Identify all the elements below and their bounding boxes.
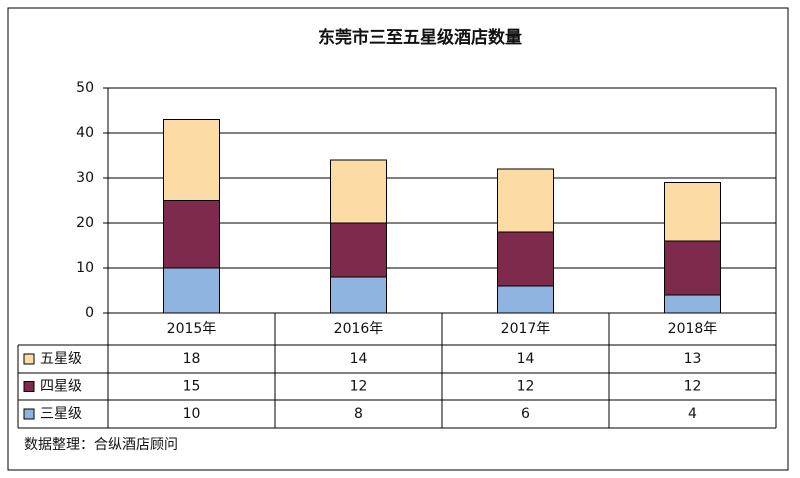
- bar-segment: [330, 159, 387, 224]
- y-tick-label: 10: [76, 260, 94, 276]
- bar-segment: [497, 285, 554, 314]
- table-value: 12: [684, 379, 702, 395]
- table-value: 6: [521, 406, 530, 422]
- bar-segment: [664, 294, 721, 314]
- bar-segment: [497, 231, 554, 287]
- x-tick-label: 2016年: [334, 321, 384, 337]
- legend-label: 五星级: [40, 351, 82, 367]
- bar-segment: [664, 240, 721, 296]
- legend-swatch: [23, 408, 35, 420]
- y-tick-label: 30: [76, 170, 94, 186]
- table-value: 18: [183, 351, 201, 367]
- table-value: 13: [684, 351, 702, 367]
- legend-swatch: [23, 381, 35, 392]
- source-note: 数据整理：合纵酒店顾问: [24, 437, 178, 453]
- y-tick-label: 0: [85, 305, 94, 321]
- legend-label: 三星级: [40, 406, 82, 422]
- table-value: 12: [517, 379, 535, 395]
- table-value: 8: [354, 406, 363, 422]
- x-tick-label: 2015年: [167, 321, 217, 337]
- x-tick-label: 2017年: [501, 321, 551, 337]
- table-value: 4: [688, 406, 697, 422]
- y-tick-label: 40: [76, 125, 94, 141]
- bar-segment: [163, 119, 220, 201]
- chart-title: 东莞市三至五星级酒店数量: [318, 27, 522, 48]
- bar-segment: [163, 200, 220, 269]
- bar-segment: [330, 222, 387, 278]
- legend-label: 四星级: [40, 379, 82, 395]
- x-tick-label: 2018年: [668, 321, 718, 337]
- y-tick-label: 50: [76, 80, 94, 96]
- bar-segment: [163, 267, 220, 314]
- legend-swatch: [23, 353, 35, 365]
- table-value: 15: [183, 379, 201, 395]
- bar-segment: [497, 168, 554, 233]
- table-value: 14: [350, 351, 368, 367]
- y-tick-label: 20: [76, 215, 94, 231]
- bar-segment: [330, 276, 387, 314]
- table-value: 10: [183, 406, 201, 422]
- table-value: 14: [517, 351, 535, 367]
- bar-segment: [664, 182, 721, 242]
- table-value: 12: [350, 379, 368, 395]
